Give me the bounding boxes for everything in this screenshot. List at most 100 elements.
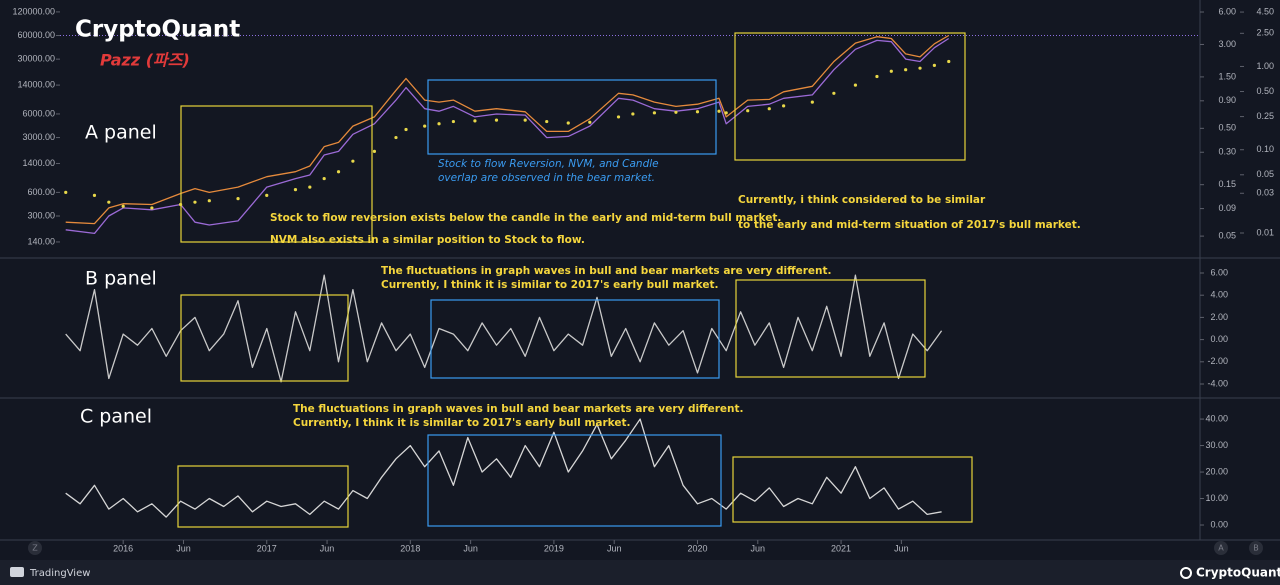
scale-button-label[interactable]: Z (32, 544, 38, 553)
data-dot (631, 112, 635, 116)
annotation: The fluctuations in graph waves in bull … (293, 403, 744, 415)
data-dot (394, 135, 398, 140)
annotation: NVM also exists in a similar position to… (270, 234, 585, 246)
y-tick-label: 1.50 (1218, 71, 1236, 81)
plot-marks: 120000.00 60000.00 30000.00 14000.00 6000.00… (12, 6, 1274, 553)
footer-bar (0, 560, 1280, 585)
data-dot (889, 69, 893, 73)
data-dot (107, 200, 111, 204)
y-tick-label: 0.05 (1218, 230, 1236, 240)
y-tick-label: -2.00 (1207, 356, 1228, 366)
data-dot (932, 63, 936, 67)
x-tick-label: Jun (320, 543, 335, 553)
y-tick-label: 0.90 (1218, 95, 1236, 105)
data-dot (64, 190, 68, 194)
highlight-box (177, 465, 349, 528)
data-dot (616, 115, 621, 119)
data-dot (322, 176, 326, 181)
y-tick-label: 4.00 (1210, 290, 1228, 300)
x-tick-label: Jun (751, 543, 766, 553)
data-dot (236, 196, 240, 201)
y-tick-label: 0.00 (1210, 519, 1228, 529)
data-dot (724, 111, 728, 115)
y-tick-label: 0.09 (1218, 203, 1236, 213)
data-dot (265, 193, 269, 197)
y-tick-label: 60000.00 (17, 30, 55, 40)
scale-button[interactable] (28, 541, 42, 555)
y-tick-label: 14000.00 (17, 79, 55, 89)
y-tick-label: -4.00 (1207, 378, 1228, 388)
x-tick-label: 2017 (257, 543, 277, 553)
data-dot (121, 204, 125, 208)
y-tick-label: 0.03 (1256, 188, 1274, 198)
data-dot (92, 193, 97, 197)
x-tick-label: Jun (894, 543, 909, 553)
scale-button-label[interactable]: A (1218, 544, 1224, 553)
y-tick-label: 3.00 (1218, 39, 1236, 49)
y-tick-label: 0.50 (1256, 86, 1274, 96)
highlight-box (180, 105, 373, 243)
author: Pazz (파즈) (100, 51, 190, 70)
annotation: Currently, I think it is similar to 2017… (381, 279, 718, 291)
data-line (65, 274, 943, 383)
highlight-box (735, 279, 926, 378)
x-tick-label: Jun (607, 543, 622, 553)
data-line (65, 418, 942, 518)
tradingview-logo (10, 567, 24, 577)
y-tick-label: 30.00 (1205, 440, 1228, 450)
data-dot (336, 170, 341, 174)
data-dot (351, 159, 355, 163)
data-dot (473, 119, 477, 123)
x-tick-label: 2018 (400, 543, 420, 553)
data-dot (423, 124, 427, 128)
data-dot (810, 100, 814, 104)
annotation: overlap are observed in the bear market. (438, 172, 655, 184)
data-dot (588, 120, 592, 124)
scale-button[interactable] (1214, 541, 1228, 555)
data-dot (437, 122, 441, 126)
data-line (65, 37, 950, 235)
scale-button[interactable] (1249, 541, 1263, 555)
highlight-box (427, 434, 722, 527)
data-dot (545, 119, 549, 124)
data-dot (494, 118, 499, 122)
y-tick-label: 0.00 (1210, 334, 1228, 344)
x-tick-label: 2021 (831, 543, 851, 553)
data-dot (193, 200, 197, 204)
x-tick-label: 2016 (113, 543, 133, 553)
data-dot (150, 206, 154, 210)
annotation: Stock to flow reversion exists below the… (270, 212, 781, 224)
y-tick-label: 0.30 (1218, 147, 1236, 157)
y-tick-label: 4.50 (1256, 6, 1274, 16)
x-tick-label: Jun (463, 543, 478, 553)
data-dot (853, 83, 858, 87)
cryptoquant-logo (1180, 567, 1192, 579)
y-tick-label: 0.15 (1218, 179, 1236, 189)
footer-right: CryptoQuant (1196, 566, 1280, 580)
data-dot (674, 110, 678, 114)
scale-button-label[interactable]: B (1253, 544, 1259, 553)
annotation: to the early and mid-term situation of 2… (738, 219, 1081, 231)
y-tick-label: 6.00 (1210, 267, 1228, 277)
y-tick-label: 6000.00 (22, 108, 55, 118)
data-dot (904, 68, 908, 72)
data-dot (832, 91, 836, 95)
y-tick-label: 30000.00 (17, 54, 55, 64)
panel-label: A panel (85, 122, 157, 144)
highlight-box (430, 299, 720, 379)
y-tick-label: 0.05 (1256, 169, 1274, 179)
y-tick-label: 0.10 (1256, 144, 1274, 154)
x-tick-label: Jun (176, 543, 191, 553)
data-dot (207, 199, 211, 203)
y-tick-label: 3000.00 (22, 132, 55, 142)
y-tick-label: 120000.00 (12, 6, 55, 16)
highlight-box (180, 294, 349, 382)
highlight-box (734, 32, 966, 161)
data-dot (523, 118, 527, 122)
y-tick-label: 300.00 (27, 210, 55, 220)
annotation: Stock to flow Reversion, NVM, and Candle (438, 158, 659, 170)
y-tick-label: 0.01 (1256, 227, 1274, 237)
annotation: The fluctuations in graph waves in bull … (381, 265, 832, 277)
